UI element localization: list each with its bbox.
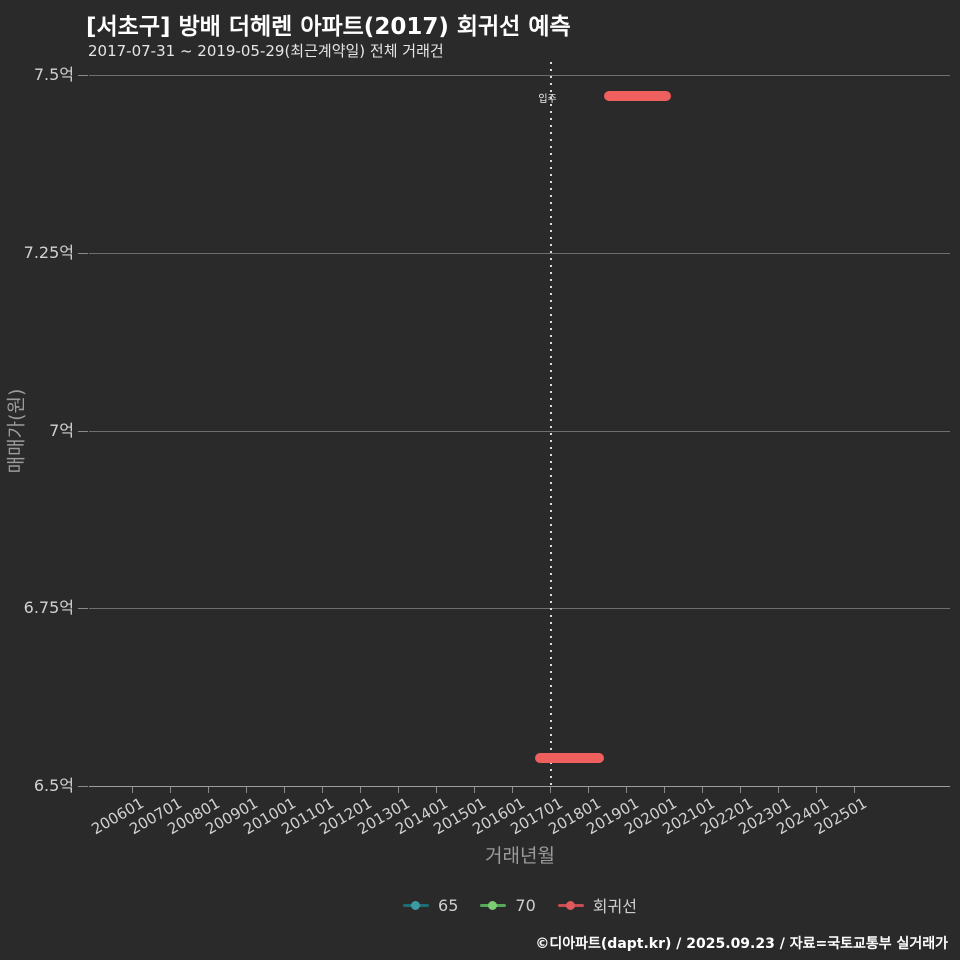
x-tick-mark [550,787,552,793]
x-tick-mark [512,787,513,793]
x-tick-mark [854,787,856,793]
legend-label: 회귀선 [592,897,637,916]
chart-subtitle: 2017-07-31 ~ 2019-05-29(최근계약일) 전체 거래건 [88,42,444,60]
regression-line-segment[interactable] [534,752,605,763]
gridline [89,253,950,254]
y-tick-label: 7억 [49,421,74,440]
legend-marker-green-icon [480,900,507,911]
legend-marker-red-icon [557,900,584,911]
legend-marker-teal-icon [403,900,430,911]
y-tick-label: 6.5억 [33,776,74,795]
legend-label: 70 [515,895,536,915]
x-tick-mark [131,787,133,793]
x-tick-mark [397,787,399,793]
y-tick-mark [78,253,88,254]
x-tick-mark [359,787,361,793]
x-tick-mark [435,787,437,793]
x-tick-mark [626,787,628,793]
chart-title: [서초구] 방배 더헤렌 아파트(2017) 회귀선 예측 [86,14,571,40]
gridline [89,431,950,432]
gridline [89,608,950,609]
x-axis-title: 거래년월 [485,845,555,867]
move-in-date-vline [549,62,552,790]
legend-item-regression[interactable]: 회귀선 [557,893,637,917]
x-tick-mark [588,787,590,793]
copyright-footer: ©디아파트(dapt.kr) / 2025.09.23 / 자료=국토교통부 실… [535,936,948,952]
move-in-annotation: 입주 [538,94,557,105]
y-tick-mark [78,431,88,432]
x-tick-mark [283,787,285,793]
y-tick-label: 6.75억 [23,598,74,617]
x-tick-mark [702,787,704,793]
x-tick-mark [321,787,323,793]
y-tick-mark [78,786,88,787]
y-tick-mark [78,75,88,76]
regression-line-segment[interactable] [604,91,672,102]
legend: 65 70 회귀선 [90,893,950,917]
x-tick-mark [740,787,742,793]
y-tick-mark [78,608,88,609]
x-tick-mark [245,787,247,793]
legend-label: 65 [438,895,459,915]
x-tick-mark [473,787,475,793]
legend-item-70[interactable]: 70 [480,895,536,915]
x-tick-mark [778,787,780,793]
x-tick-mark [207,787,209,793]
x-tick-mark [816,787,818,793]
x-tick-mark [169,787,171,793]
gridline [89,75,950,76]
x-tick-mark [664,787,666,793]
y-tick-label: 7.25억 [23,243,74,262]
y-tick-label: 7.5억 [33,65,74,84]
gridline [89,786,950,787]
y-axis-title: 매매가(원) [5,388,28,474]
legend-item-65[interactable]: 65 [403,896,458,915]
